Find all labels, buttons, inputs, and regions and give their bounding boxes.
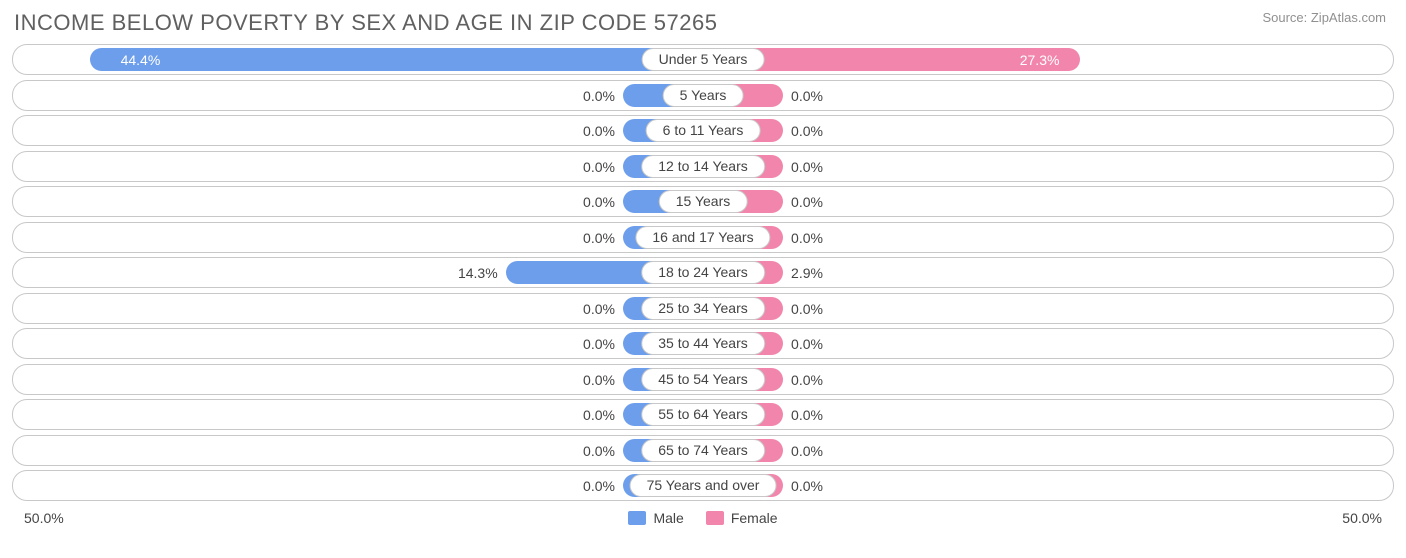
chart-row: 0.0% 0.0% 55 to 64 Years — [12, 399, 1394, 430]
category-label: 25 to 34 Years — [641, 297, 765, 320]
chart-row: 0.0% 0.0% 75 Years and over — [12, 470, 1394, 501]
value-label-female: 0.0% — [791, 187, 823, 218]
chart-row: 0.0% 0.0% 12 to 14 Years — [12, 151, 1394, 182]
value-label-male: 0.0% — [583, 223, 615, 254]
category-label: 15 Years — [659, 190, 748, 213]
value-label-female: 0.0% — [791, 329, 823, 360]
value-label-male: 0.0% — [583, 400, 615, 431]
value-label-female: 0.0% — [791, 365, 823, 396]
value-label-female: 27.3% — [1020, 45, 1060, 76]
chart-source: Source: ZipAtlas.com — [1262, 10, 1386, 25]
chart-row: 0.0% 0.0% 6 to 11 Years — [12, 115, 1394, 146]
value-label-male: 0.0% — [583, 294, 615, 325]
value-label-male: 0.0% — [583, 116, 615, 147]
value-label-male: 0.0% — [583, 152, 615, 183]
category-label: 16 and 17 Years — [635, 226, 770, 249]
legend-swatch-male — [628, 511, 646, 525]
value-label-male: 0.0% — [583, 471, 615, 502]
chart-row: 0.0% 0.0% 16 and 17 Years — [12, 222, 1394, 253]
value-label-female: 0.0% — [791, 471, 823, 502]
chart-body: 44.4%27.3%Under 5 Years0.0%0.0%5 Years0.… — [0, 44, 1406, 501]
value-label-female: 0.0% — [791, 400, 823, 431]
category-label: 18 to 24 Years — [641, 261, 765, 284]
value-label-female: 0.0% — [791, 223, 823, 254]
chart-row: 0.0% 0.0% 35 to 44 Years — [12, 328, 1394, 359]
category-label: 35 to 44 Years — [641, 332, 765, 355]
value-label-female: 0.0% — [791, 436, 823, 467]
chart-row: 0.0% 0.0% 5 Years — [12, 80, 1394, 111]
value-label-female: 0.0% — [791, 152, 823, 183]
legend-swatch-female — [706, 511, 724, 525]
category-label: 55 to 64 Years — [641, 403, 765, 426]
value-label-male: 0.0% — [583, 329, 615, 360]
category-label: 12 to 14 Years — [641, 155, 765, 178]
category-label: 6 to 11 Years — [646, 119, 761, 142]
chart-row: 0.0% 0.0% 65 to 74 Years — [12, 435, 1394, 466]
value-label-male: 0.0% — [583, 365, 615, 396]
legend-label-male: Male — [653, 510, 683, 526]
axis-right-label: 50.0% — [1342, 510, 1382, 526]
value-label-male: 0.0% — [583, 81, 615, 112]
value-label-female: 0.0% — [791, 116, 823, 147]
category-label: 75 Years and over — [630, 474, 777, 497]
legend-item-female: Female — [706, 510, 778, 526]
value-label-female: 0.0% — [791, 81, 823, 112]
category-label: 45 to 54 Years — [641, 368, 765, 391]
axis-left-label: 50.0% — [24, 510, 64, 526]
chart-header: INCOME BELOW POVERTY BY SEX AND AGE IN Z… — [0, 0, 1406, 44]
legend-item-male: Male — [628, 510, 683, 526]
value-label-male: 44.4% — [121, 45, 161, 76]
category-label: 5 Years — [663, 84, 744, 107]
value-label-male: 0.0% — [583, 187, 615, 218]
value-label-male: 0.0% — [583, 436, 615, 467]
value-label-female: 2.9% — [791, 258, 823, 289]
chart-footer: 50.0% Male Female 50.0% — [0, 506, 1406, 526]
category-label: Under 5 Years — [642, 48, 765, 71]
chart-row: 0.0% 0.0% 15 Years — [12, 186, 1394, 217]
chart-row: 14.3% 2.9% 18 to 24 Years — [12, 257, 1394, 288]
value-label-male: 14.3% — [458, 258, 498, 289]
chart-row: 44.4% 27.3% Under 5 Years — [12, 44, 1394, 75]
chart-title: INCOME BELOW POVERTY BY SEX AND AGE IN Z… — [14, 10, 717, 36]
category-label: 65 to 74 Years — [641, 439, 765, 462]
legend: Male Female — [628, 510, 777, 526]
chart-row: 0.0% 0.0% 25 to 34 Years — [12, 293, 1394, 324]
chart-row: 0.0% 0.0% 45 to 54 Years — [12, 364, 1394, 395]
bar-male — [90, 48, 703, 71]
legend-label-female: Female — [731, 510, 778, 526]
value-label-female: 0.0% — [791, 294, 823, 325]
